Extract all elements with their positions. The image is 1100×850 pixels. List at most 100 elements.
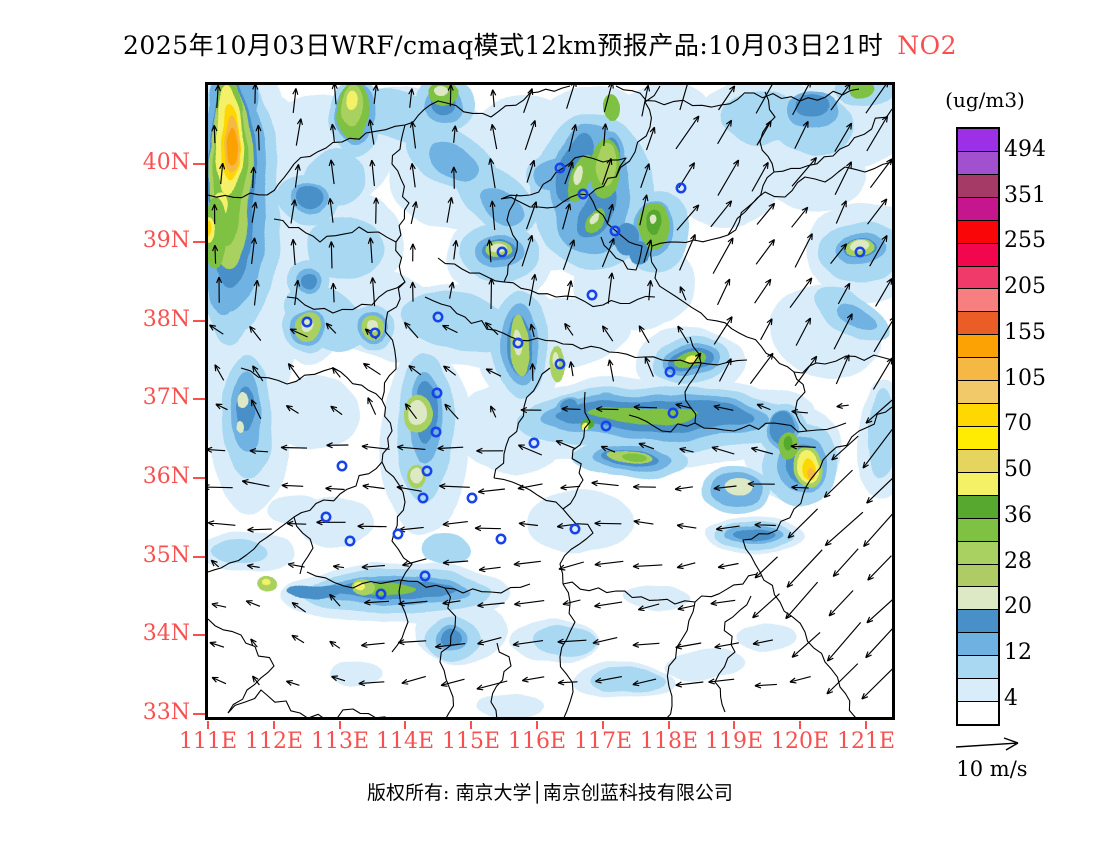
contour-blob [799, 95, 831, 119]
legend-color-cell [958, 220, 998, 244]
wind-scale-label: 10 m/s [956, 757, 1028, 781]
legend-color-cell [958, 679, 998, 703]
city-marker-icon [417, 492, 429, 504]
city-marker-icon [554, 162, 566, 174]
contour-blob [478, 691, 542, 717]
copyright-text: 版权所有: 南京大学│南京创蓝科技有限公司 [367, 782, 733, 804]
contour-blob [299, 270, 315, 286]
legend-color-cell [958, 564, 998, 588]
contour-blob [591, 211, 599, 223]
lon-tick-mark [536, 721, 538, 729]
forecast-map-canvas [205, 82, 895, 720]
lon-tick-label: 117E [573, 729, 633, 754]
lat-tick-label: 35N [142, 543, 190, 568]
legend-color-cell [958, 633, 998, 657]
legend-color-cell [958, 174, 998, 198]
contour-blob [851, 82, 875, 100]
contour-blob [623, 455, 647, 463]
legend-value-label: 36 [1004, 502, 1032, 528]
lat-tick-mark [193, 163, 205, 165]
boundary-line [381, 124, 410, 463]
legend-color-cell [958, 426, 998, 450]
city-marker-icon [667, 407, 679, 419]
boundary-line [273, 218, 397, 243]
lat-tick-label: 38N [142, 307, 190, 332]
contour-blob [226, 126, 236, 166]
contour-blob [806, 469, 816, 479]
lon-tick-label: 119E [704, 729, 764, 754]
boundary-line [742, 406, 893, 720]
legend-value-label: 105 [1004, 365, 1046, 391]
contour-blob [525, 492, 635, 552]
contour-blob [572, 166, 584, 186]
legend-color-cell [958, 289, 998, 313]
contour-blob [297, 186, 323, 210]
contour-blob [429, 142, 481, 182]
city-marker-icon [609, 225, 621, 237]
legend-value-label: 12 [1004, 640, 1032, 666]
boundary-line [439, 587, 457, 720]
lon-tick-mark [207, 721, 209, 729]
boundary-line [293, 516, 314, 575]
city-marker-icon [528, 437, 540, 449]
contour-blob [285, 583, 345, 597]
contour-blob [436, 85, 450, 95]
city-marker-icon [375, 588, 387, 600]
legend-value-label: 50 [1004, 457, 1032, 483]
legend-color-cell [958, 243, 998, 267]
legend-color-cell [958, 518, 998, 542]
legend-color-cell [958, 151, 998, 175]
contour-blob [623, 585, 687, 609]
lon-tick-mark [470, 721, 472, 729]
contour-blob [725, 92, 805, 142]
contour-blob [555, 137, 591, 203]
boundary-line [588, 194, 643, 271]
lon-tick-mark [799, 721, 801, 729]
lon-tick-label: 111E [178, 729, 238, 754]
boundary-line [562, 573, 758, 605]
legend-color-cell [958, 702, 998, 724]
lat-tick-mark [193, 477, 205, 479]
city-marker-icon [586, 289, 598, 301]
city-markers [301, 162, 866, 600]
legend-color-cell [958, 541, 998, 565]
boundary-line [490, 642, 512, 720]
contour-blob [667, 649, 743, 679]
contour-blob [733, 623, 797, 651]
wind-scale: 10 m/s [946, 733, 1056, 788]
legend-color-cell [958, 449, 998, 473]
legend-value-label: 155 [1004, 319, 1046, 345]
pollutant-label: NO2 [897, 31, 957, 60]
city-marker-icon [432, 311, 444, 323]
boundary-line [227, 689, 327, 720]
boundary-line [493, 477, 594, 585]
legend-value-label: 20 [1004, 594, 1032, 620]
lat-tick-label: 39N [142, 228, 190, 253]
legend-color-cell [958, 312, 998, 336]
legend-value-label: 4 [1004, 686, 1018, 711]
boundary-line [615, 85, 860, 108]
lat-tick-mark [193, 634, 205, 636]
title-text: 2025年10月03日WRF/cmaq模式12km预报产品:10月03日21时 [123, 31, 884, 60]
lon-tick-mark [668, 721, 670, 729]
contour-blob [239, 419, 247, 431]
map-area [205, 82, 895, 720]
legend-value-label: 494 [1004, 136, 1046, 162]
legend-units-label: (ug/m3) [945, 88, 1025, 112]
contour-blob [270, 372, 360, 452]
contour-blob [420, 537, 470, 567]
boundary-line [207, 85, 571, 199]
boundary-line [381, 461, 413, 653]
legend-value-label: 255 [1004, 228, 1046, 254]
legend-color-cell [958, 610, 998, 634]
legend-color-cell [958, 129, 998, 152]
contour-blob [400, 292, 520, 352]
boundary-line [503, 193, 518, 283]
lat-tick-mark [193, 241, 205, 243]
contour-blob [481, 188, 525, 226]
contour-blob [305, 217, 385, 277]
contour-blob [733, 527, 777, 539]
legend-color-cell [958, 381, 998, 405]
contour-blob [210, 538, 270, 566]
boundary-line [424, 296, 748, 366]
